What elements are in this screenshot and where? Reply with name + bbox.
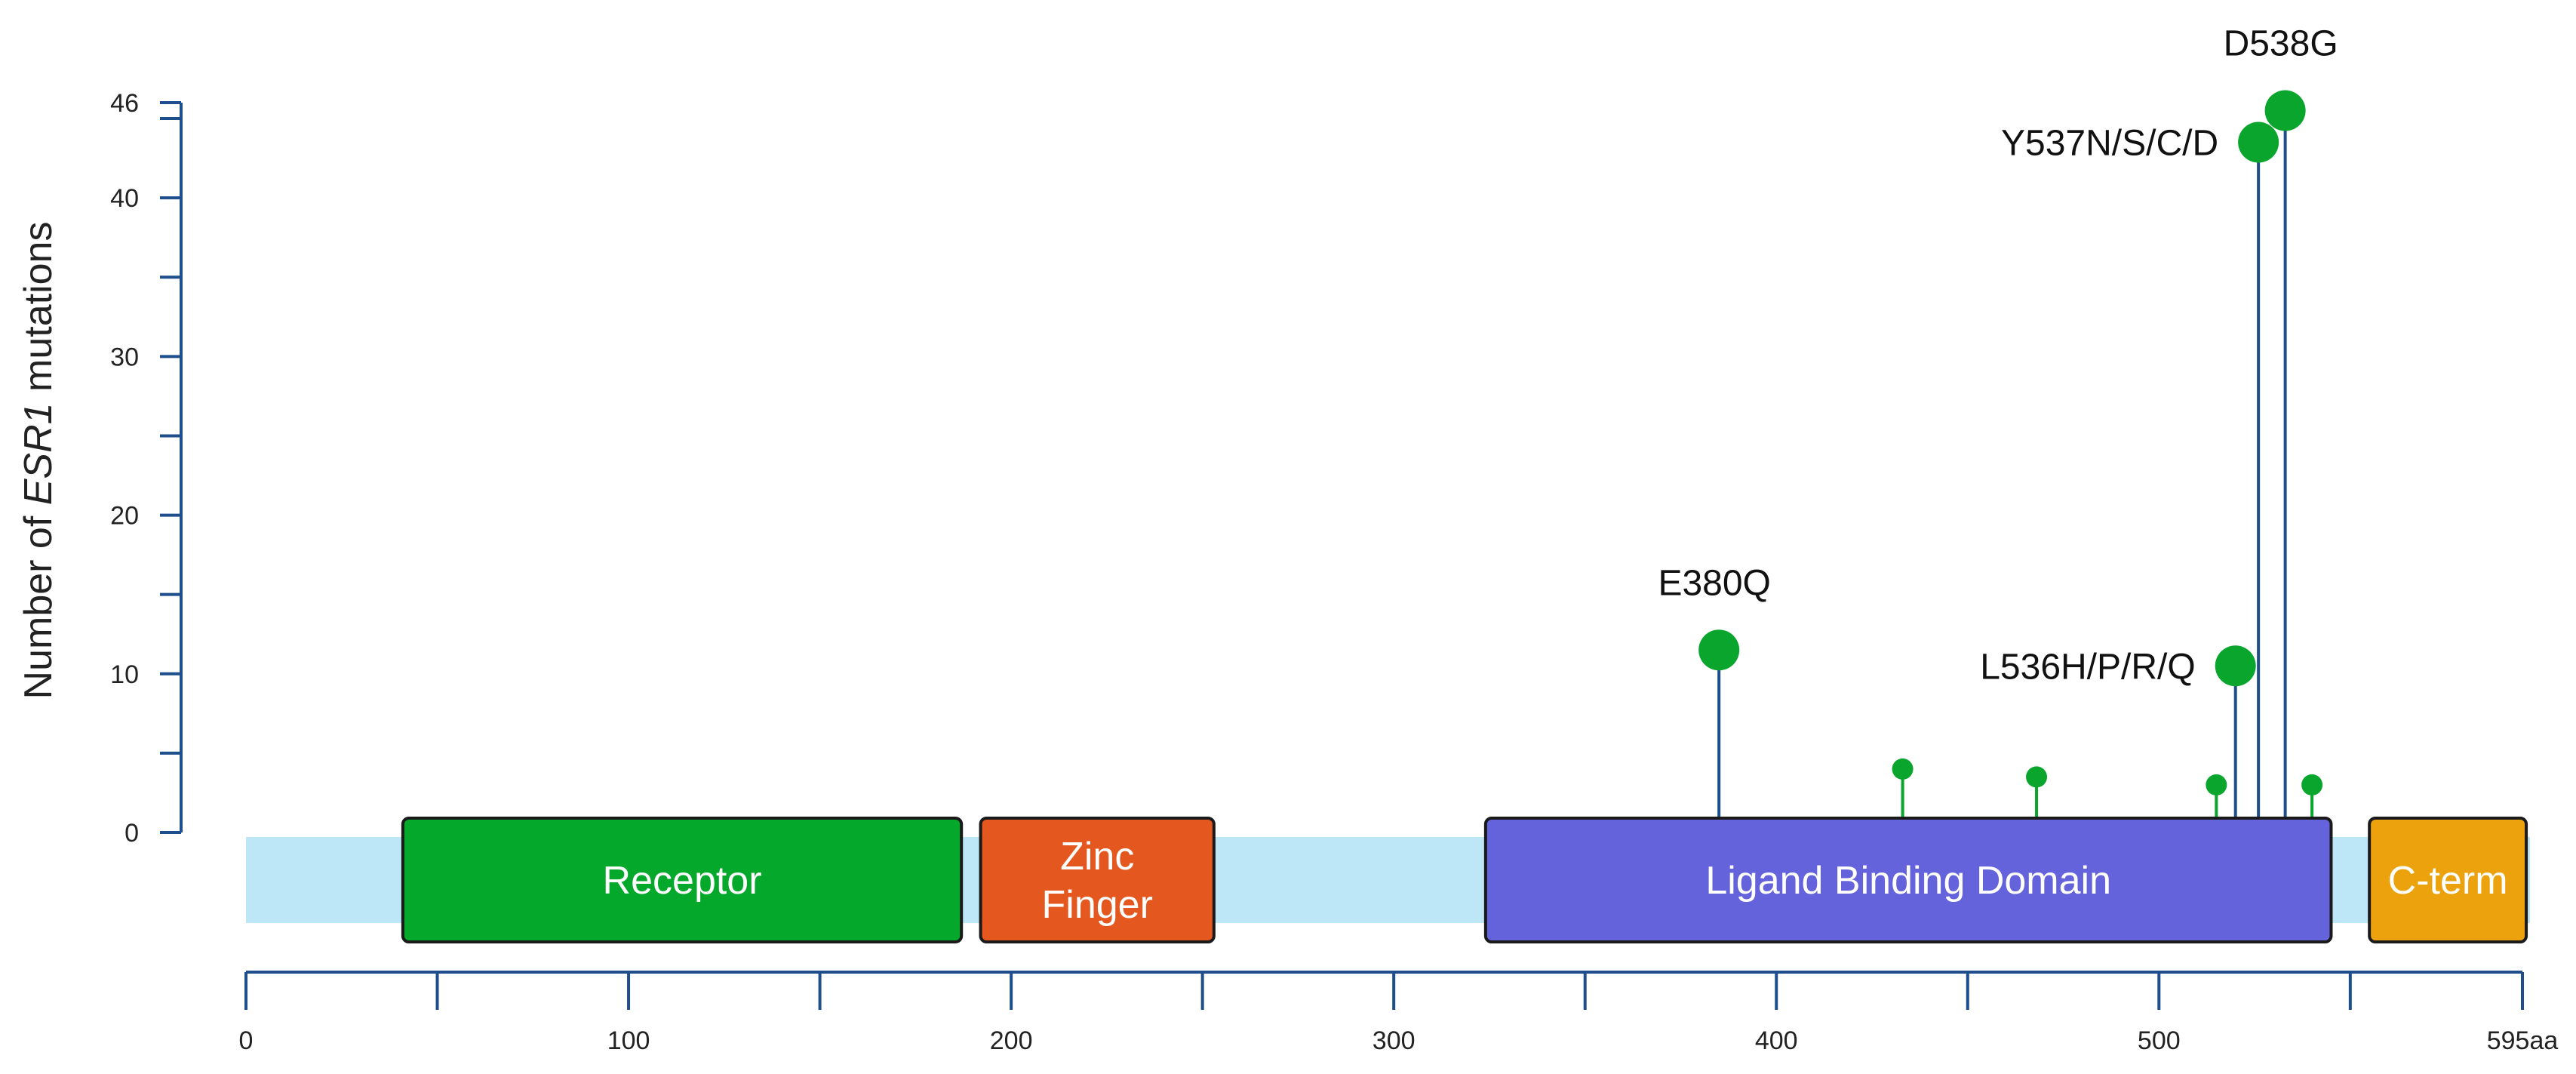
domain-label: C-term: [2388, 859, 2508, 903]
mutation-head: [2264, 90, 2306, 131]
x-tick-label: 0: [239, 1026, 254, 1055]
y-tick-label: 10: [110, 660, 139, 689]
mutation-stems-layer: [1717, 110, 2314, 837]
domain-box: [2368, 817, 2528, 943]
mutation-head: [1698, 629, 1740, 671]
y-axis-label-suffix: mutations: [17, 222, 60, 403]
mutation-head: [2301, 774, 2323, 795]
y-axis-label-prefix: Number of: [17, 505, 60, 699]
y-tick-label: 30: [110, 343, 139, 371]
domain-box: [1483, 817, 2333, 943]
mutation-label: D538G: [2224, 24, 2338, 64]
y-tick-label: 40: [110, 184, 139, 213]
mutation-label: E380Q: [1658, 563, 1770, 603]
x-tick-label: 100: [607, 1026, 650, 1055]
domain-label: Zinc: [1060, 835, 1134, 879]
mutation-label: L536H/P/R/Q: [1980, 647, 2195, 687]
x-tick-label: 300: [1373, 1026, 1416, 1055]
domain-box: [401, 817, 964, 943]
y-tick-label: 20: [110, 502, 139, 531]
x-axis: 0 100 200 300 400 500 595aa: [239, 971, 2559, 1055]
y-tick-label: 0: [124, 819, 139, 848]
domain-label: Receptor: [603, 859, 762, 903]
mutation-heads-layer: [1698, 90, 2323, 795]
domain-label: Finger: [1042, 883, 1153, 927]
mutation-head: [1892, 758, 1914, 780]
mutation-head: [2238, 122, 2279, 163]
y-tick-label: 46: [110, 89, 139, 118]
mutation-labels-layer: E380Q L536H/P/R/Q Y537N/S/C/D D538G: [1658, 24, 2338, 688]
x-tick-label: 500: [2138, 1026, 2181, 1055]
mutation-head: [2215, 645, 2256, 687]
domain-box: [979, 817, 1216, 943]
x-tick-label: 595aa: [2487, 1026, 2559, 1055]
y-axis-label-gene: ESR1: [17, 402, 60, 505]
x-tick-label: 200: [990, 1026, 1033, 1055]
mutation-head: [2206, 774, 2227, 795]
mutation-label: Y537N/S/C/D: [2001, 124, 2218, 164]
y-axis: 0 10 20 30 40 46: [110, 89, 183, 848]
mutation-head: [2026, 766, 2048, 788]
x-tick-label: 400: [1755, 1026, 1798, 1055]
domain-label: Ligand Binding Domain: [1705, 859, 2111, 903]
y-axis-label: Number of ESR1 mutations: [17, 222, 60, 700]
